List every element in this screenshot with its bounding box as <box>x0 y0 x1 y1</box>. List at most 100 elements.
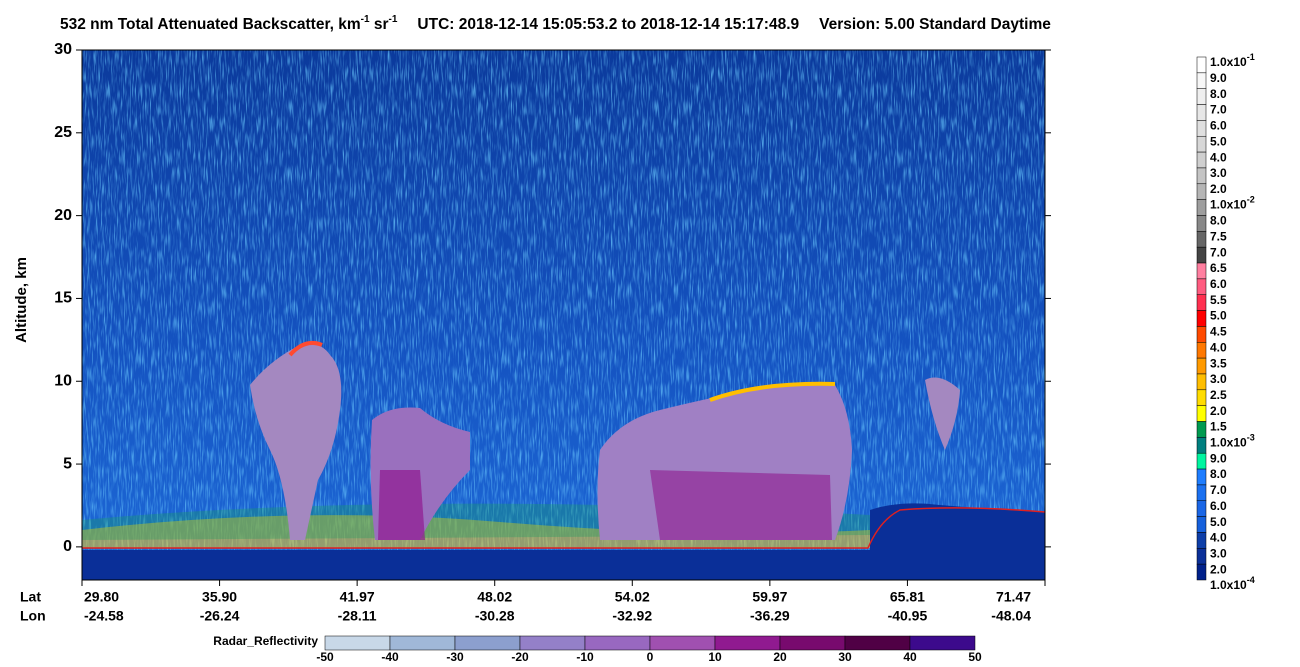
y-axis-label: Altitude, km <box>13 257 30 343</box>
colorbar-label: 3.0 <box>1210 166 1227 180</box>
colorbar-label: 6.0 <box>1210 499 1227 513</box>
radar-tick-label: 10 <box>708 650 722 664</box>
title-unit: sr <box>370 16 389 33</box>
radar-swatch <box>389 635 456 651</box>
colorbar-swatch <box>1196 437 1207 454</box>
colorbar-swatch <box>1196 563 1207 581</box>
radar-label: Radar_Reflectivity <box>213 634 318 648</box>
colorbar-label-exp: -3 <box>1247 433 1255 443</box>
radar-tick-label: 50 <box>968 650 982 664</box>
colorbar-label: 1.0x10-2 <box>1210 195 1255 212</box>
colorbar-label: 5.0 <box>1210 515 1227 529</box>
y-tick-label: 30 <box>54 41 72 58</box>
title-exp: -1 <box>389 14 398 25</box>
colorbar-swatch <box>1196 151 1207 169</box>
lat-tick-label: 59.97 <box>752 589 787 605</box>
colorbar-label: 9.0 <box>1210 71 1227 85</box>
lon-tick-label: -32.92 <box>612 608 652 624</box>
colorbar-label: 2.0 <box>1210 182 1227 196</box>
colorbar-label: 7.5 <box>1210 230 1227 244</box>
title-utc: UTC: 2018-12-14 15:05:53.2 to 2018-12-14… <box>417 16 799 33</box>
colorbar-swatch <box>1196 167 1207 185</box>
colorbar-swatch <box>1196 262 1207 280</box>
radar-swatch <box>519 635 586 651</box>
image-noise <box>82 50 1045 580</box>
plot-frame <box>81 49 1046 581</box>
lon-label: Lon <box>20 608 46 624</box>
colorbar-swatch <box>1196 357 1207 375</box>
cloud-top <box>288 341 323 357</box>
colorbar-label: 3.0 <box>1210 546 1227 560</box>
colorbar-label: 5.5 <box>1210 293 1227 307</box>
radar-swatch <box>584 635 651 651</box>
cloud-top <box>709 381 836 402</box>
colorbar-swatch <box>1196 310 1207 327</box>
colorbar-swatch <box>1196 421 1207 438</box>
colorbar-swatch <box>1196 532 1207 549</box>
colorbar-swatch <box>1196 246 1207 264</box>
colorbar-swatch <box>1196 405 1207 422</box>
radar-swatch <box>844 635 911 651</box>
colorbar-label: 8.0 <box>1210 87 1227 101</box>
colorbar-label: 5.0 <box>1210 309 1227 323</box>
colorbar-swatch <box>1196 183 1207 200</box>
colorbar-label: 4.0 <box>1210 531 1227 545</box>
colorbar-swatch <box>1196 72 1207 89</box>
colorbar-swatch <box>1196 484 1207 502</box>
lon-tick-label: -30.28 <box>475 608 515 624</box>
lat-tick-label: 65.81 <box>890 589 925 605</box>
radar-tick-label: 40 <box>903 650 917 664</box>
radar-tick-label: -40 <box>381 650 399 664</box>
y-tick-label: 0 <box>63 538 72 555</box>
elevated-surface <box>870 503 1045 580</box>
colorbar-label: 6.0 <box>1210 277 1227 291</box>
colorbar-label: 7.0 <box>1210 245 1227 259</box>
lat-tick-label: 35.90 <box>202 589 237 605</box>
colorbar-swatch <box>1196 199 1207 216</box>
lon-tick-label: -24.58 <box>84 608 124 624</box>
lat-tick-label: 54.02 <box>615 589 650 605</box>
title-exp: -1 <box>361 14 370 25</box>
colorbar-swatch <box>1196 104 1207 121</box>
colorbar-swatch <box>1196 326 1207 343</box>
colorbar-label-base: 1.0x10 <box>1210 198 1247 212</box>
colorbar-swatch <box>1196 389 1207 406</box>
lon-tick-label: -40.95 <box>888 608 928 624</box>
lat-tick-label: 41.97 <box>340 589 375 605</box>
radar-tick-label: -10 <box>576 650 594 664</box>
colorbar-label: 2.5 <box>1210 388 1227 402</box>
lat-label: Lat <box>20 589 41 605</box>
colorbar-swatch <box>1196 215 1207 232</box>
colorbar-label: 1.5 <box>1210 420 1227 434</box>
radar-tick-label: 20 <box>773 650 787 664</box>
radar-swatch <box>454 635 521 651</box>
colorbar-label: 1.0x10-4 <box>1210 575 1255 592</box>
colorbar-label: 4.0 <box>1210 340 1227 354</box>
radar-swatch <box>779 635 846 651</box>
cloud-core <box>378 470 425 540</box>
colorbar-label: 9.0 <box>1210 451 1227 465</box>
colorbar-label-exp: -2 <box>1247 195 1255 205</box>
colorbar-label: 7.0 <box>1210 103 1227 117</box>
colorbar-swatch <box>1196 135 1207 153</box>
y-tick-label: 10 <box>54 372 72 389</box>
colorbar-label: 2.0 <box>1210 404 1227 418</box>
colorbar-swatch <box>1196 516 1207 533</box>
colorbar-label: 4.5 <box>1210 325 1227 339</box>
cloud <box>250 343 342 540</box>
colorbar-label: 6.0 <box>1210 119 1227 133</box>
radar-tick-label: -30 <box>446 650 464 664</box>
radar-tick-label: -50 <box>316 650 334 664</box>
colorbar-swatch <box>1196 468 1207 486</box>
lon-tick-label: -36.29 <box>750 608 790 624</box>
colorbar-label: 1.0x10-1 <box>1210 52 1255 69</box>
colorbar-label-base: 1.0x10 <box>1210 578 1247 592</box>
colorbar-label-base: 1.0x10 <box>1210 55 1247 69</box>
radar-swatch <box>649 635 716 651</box>
colorbar-swatch <box>1196 120 1207 137</box>
colorbar-swatch <box>1196 548 1207 565</box>
lat-tick-label: 48.02 <box>477 589 512 605</box>
colorbar-label: 3.5 <box>1210 356 1227 370</box>
subsurface <box>82 550 870 580</box>
colorbar-swatch <box>1196 88 1207 105</box>
